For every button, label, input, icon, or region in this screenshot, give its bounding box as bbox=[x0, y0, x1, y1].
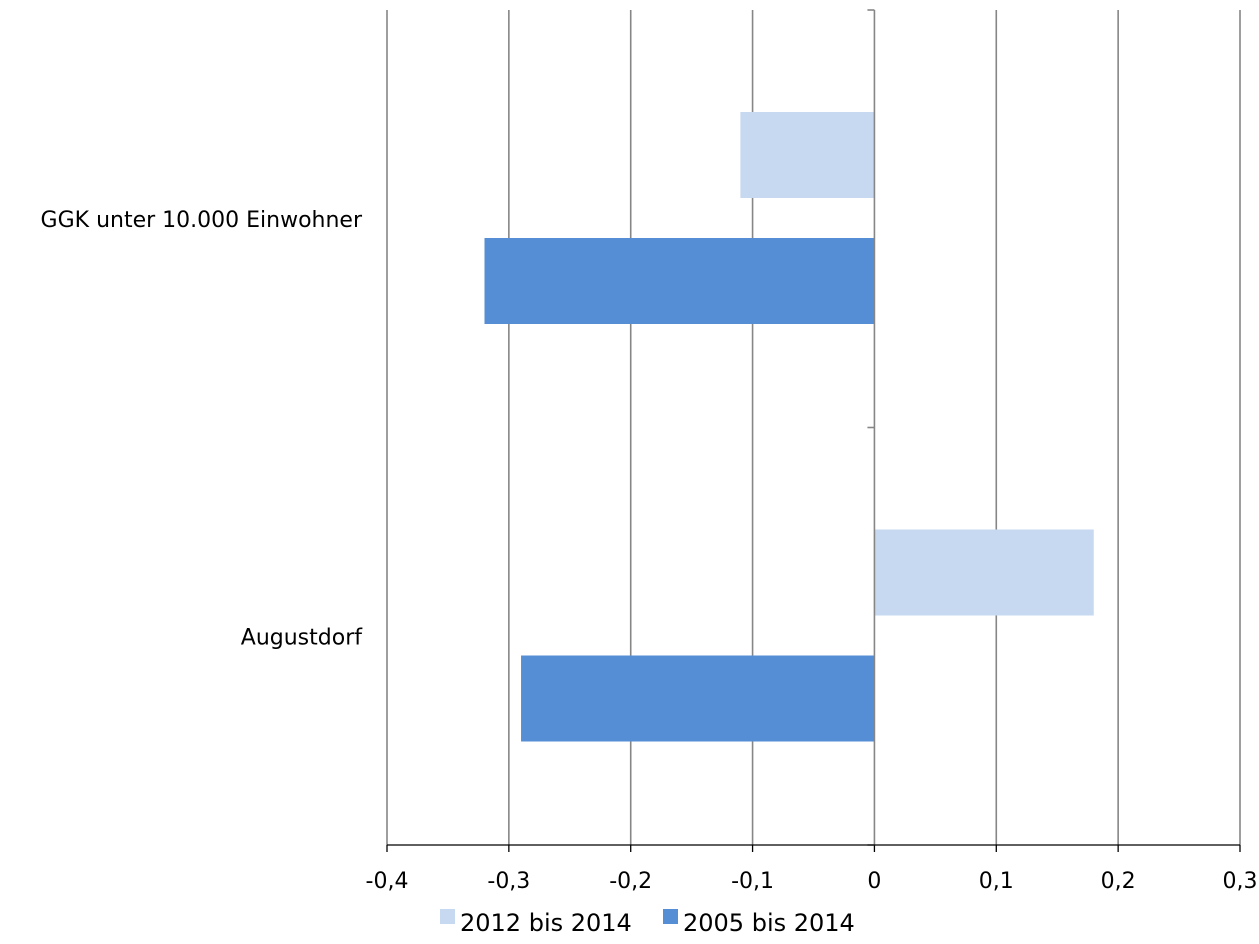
x-tick-label: -0,4 bbox=[366, 869, 409, 894]
legend: 2012 bis 2014 2005 bis 2014 bbox=[440, 909, 855, 937]
category-label: Augustdorf bbox=[241, 625, 363, 650]
bar bbox=[740, 112, 875, 198]
x-tick-label: -0,3 bbox=[487, 869, 530, 894]
legend-label: 2012 bis 2014 bbox=[460, 909, 632, 937]
bar bbox=[521, 655, 875, 742]
bar bbox=[484, 238, 875, 324]
x-tick-label: 0,3 bbox=[1223, 869, 1258, 894]
bar bbox=[874, 529, 1094, 616]
axes bbox=[386, 9, 1241, 852]
category-labels: GGK unter 10.000 Einwohner Augustdorf bbox=[41, 208, 364, 651]
x-tick-label: -0,1 bbox=[731, 869, 774, 894]
bars bbox=[484, 112, 1094, 742]
legend-swatch bbox=[440, 909, 455, 924]
legend-label: 2005 bis 2014 bbox=[683, 909, 855, 937]
x-tick-label: 0 bbox=[867, 869, 881, 894]
x-tick-label: -0,2 bbox=[609, 869, 652, 894]
legend-swatch bbox=[663, 909, 678, 924]
x-tick-label: 0,1 bbox=[979, 869, 1014, 894]
category-label: GGK unter 10.000 Einwohner bbox=[41, 208, 363, 233]
x-tick-label: 0,2 bbox=[1101, 869, 1136, 894]
x-tick-labels: -0,4 -0,3 -0,2 -0,1 0 0,1 0,2 0,3 bbox=[366, 869, 1258, 894]
